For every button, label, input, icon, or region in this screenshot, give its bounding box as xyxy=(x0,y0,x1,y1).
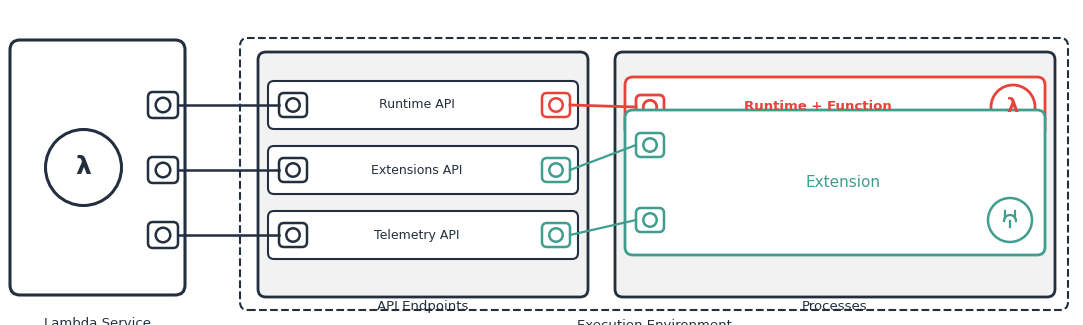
Text: λ: λ xyxy=(76,155,91,179)
FancyBboxPatch shape xyxy=(279,93,306,117)
FancyBboxPatch shape xyxy=(542,158,570,182)
FancyBboxPatch shape xyxy=(268,146,578,194)
Text: Runtime API: Runtime API xyxy=(379,98,455,111)
FancyBboxPatch shape xyxy=(279,223,306,247)
FancyBboxPatch shape xyxy=(625,110,1045,255)
Text: Telemetry API: Telemetry API xyxy=(374,228,459,241)
Text: λ: λ xyxy=(1007,98,1019,116)
FancyBboxPatch shape xyxy=(542,93,570,117)
FancyBboxPatch shape xyxy=(279,158,306,182)
FancyBboxPatch shape xyxy=(148,92,178,118)
Text: Execution Environment: Execution Environment xyxy=(576,319,731,325)
FancyBboxPatch shape xyxy=(258,52,588,297)
Text: Runtime + Function: Runtime + Function xyxy=(744,100,892,113)
FancyBboxPatch shape xyxy=(542,223,570,247)
FancyBboxPatch shape xyxy=(625,77,1045,137)
Text: Extensions API: Extensions API xyxy=(371,163,462,176)
FancyBboxPatch shape xyxy=(636,133,664,157)
FancyBboxPatch shape xyxy=(148,222,178,248)
FancyBboxPatch shape xyxy=(636,95,664,119)
FancyBboxPatch shape xyxy=(268,211,578,259)
Text: Lambda Service: Lambda Service xyxy=(44,317,151,325)
Text: API Endpoints: API Endpoints xyxy=(377,300,469,313)
FancyBboxPatch shape xyxy=(615,52,1055,297)
FancyBboxPatch shape xyxy=(636,208,664,232)
FancyBboxPatch shape xyxy=(148,157,178,183)
FancyBboxPatch shape xyxy=(10,40,185,295)
Text: Processes: Processes xyxy=(803,300,867,313)
Text: Extension: Extension xyxy=(806,175,880,190)
FancyBboxPatch shape xyxy=(268,81,578,129)
